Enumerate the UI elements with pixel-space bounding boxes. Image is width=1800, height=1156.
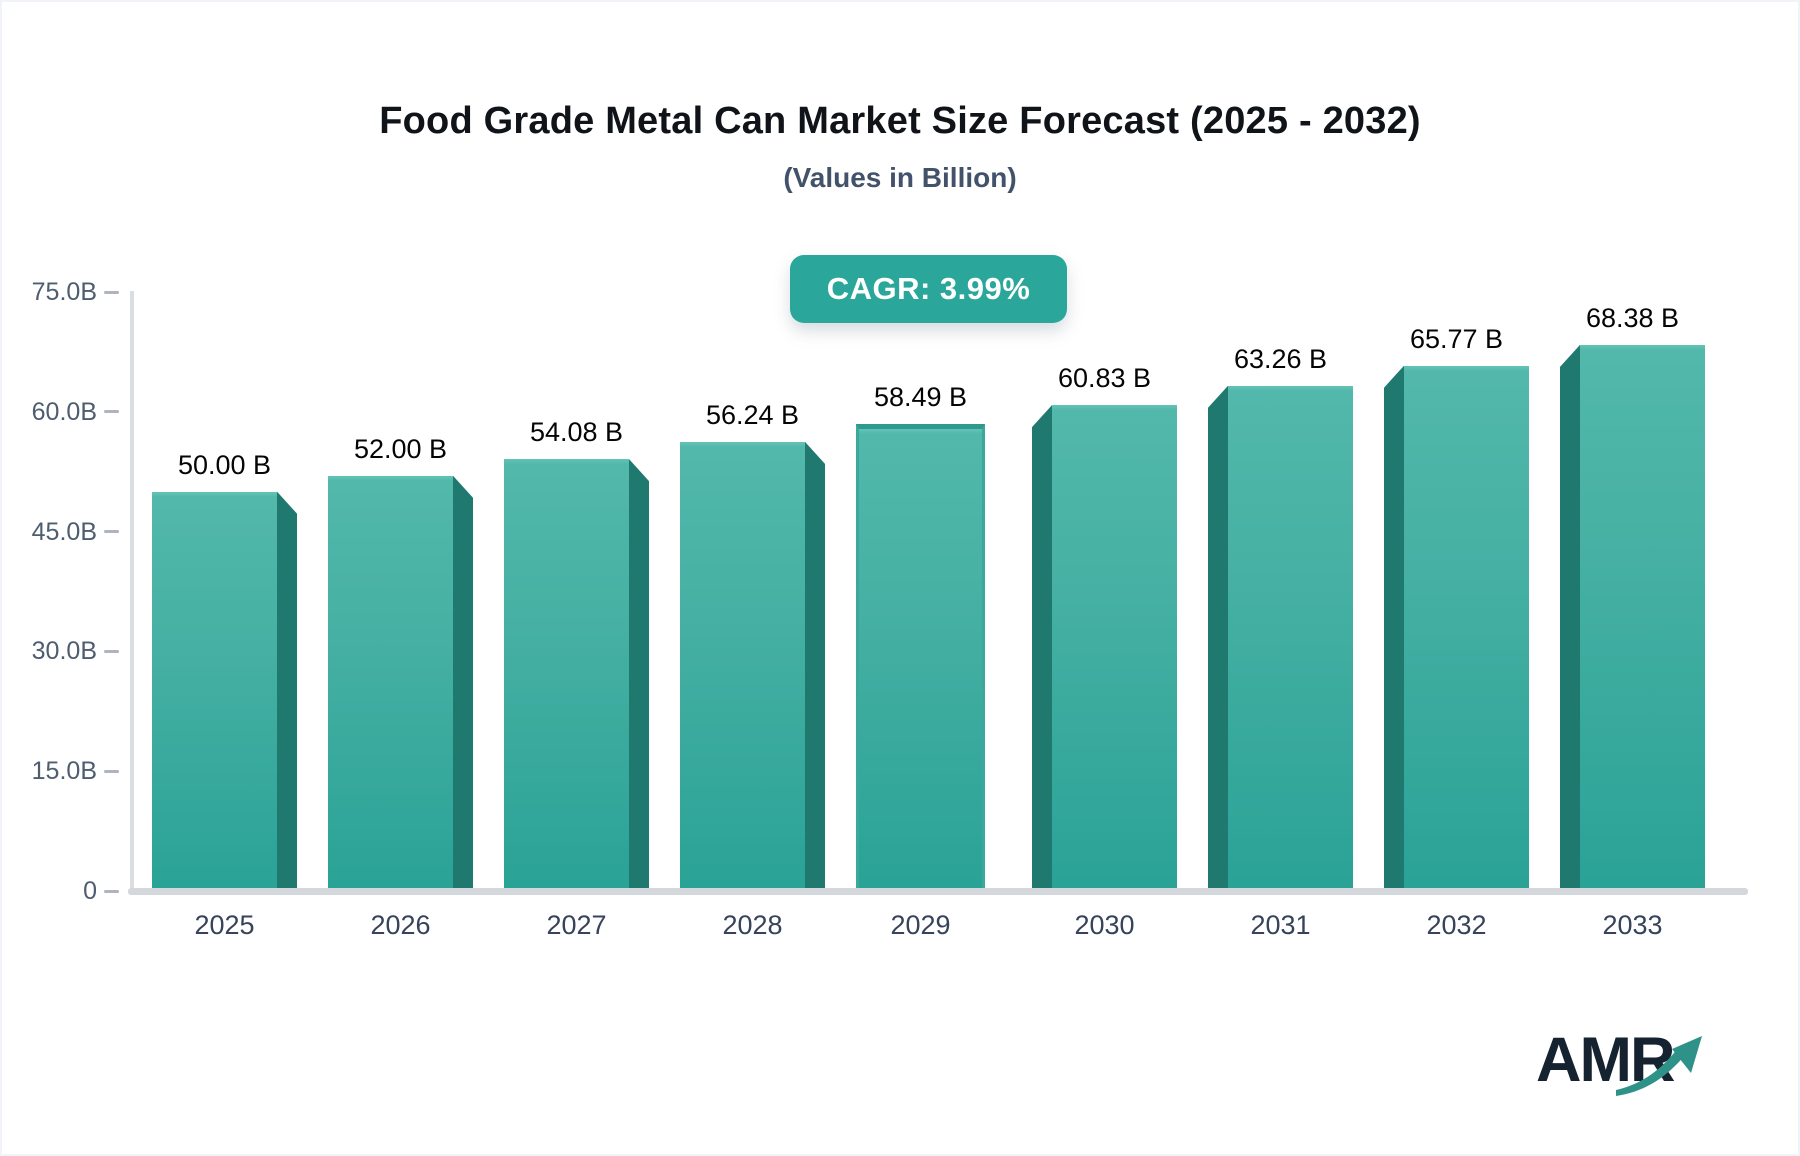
bar-2028[interactable] [680,441,805,891]
x-axis-label: 2032 [1426,910,1487,940]
bar-value-label: 58.49 B [873,381,968,412]
x-axis-baseline [128,888,1748,895]
y-axis-tick-mark [104,290,119,294]
bar-side-face [453,475,473,891]
y-axis-tick-label: 75.0B [31,278,97,306]
chart-subtitle: (Values in Billion) [783,162,1017,193]
bar-side-face [629,459,649,891]
x-axis-label: 2029 [890,910,951,940]
bar-2025[interactable] [152,491,277,891]
bar-2031[interactable] [1228,385,1353,891]
cagr-badge: CAGR: 3.99% [790,255,1067,323]
bar-value-label: 68.38 B [1585,302,1680,333]
y-axis-tick-label: 45.0B [31,517,97,546]
bar-side-face [1384,365,1404,891]
bar-value-label: 50.00 B [177,449,272,480]
bar-value-label: 63.26 B [1233,343,1328,374]
x-axis-label: 2027 [546,910,607,940]
y-axis-line [130,291,134,891]
y-axis-tick-label: 30.0B [31,637,97,666]
chart-title: Food Grade Metal Can Market Size Forecas… [379,100,1421,142]
bar-value-label: 60.83 B [1057,363,1152,394]
growth-arrow-icon [1616,1036,1702,1096]
bar-side-face [1560,344,1580,891]
bar-2033[interactable] [1580,344,1705,891]
x-axis-label: 2026 [370,910,431,940]
bar-2026[interactable] [328,475,453,891]
bar-side-face [1208,385,1228,891]
bar-value-label: 56.24 B [705,399,800,430]
bar-2027[interactable] [504,459,629,891]
x-axis-label: 2031 [1250,910,1311,940]
y-axis-tick-mark [104,889,119,893]
bar-side-face [1032,405,1052,891]
bar-2030[interactable] [1052,405,1177,891]
y-axis-tick-mark [104,769,119,773]
y-axis-tick-label: 15.0B [31,757,97,786]
y-axis-tick-mark [104,649,119,653]
amr-logo: AMR [1522,1024,1732,1119]
bar-side-face [277,491,297,891]
bar-side-face [805,441,825,891]
bar-2029[interactable] [856,423,985,891]
bar-value-label: 65.77 B [1409,323,1504,354]
bar-value-label: 54.08 B [529,417,624,448]
y-axis-tick-mark [104,530,119,534]
x-axis-label: 2030 [1074,910,1135,940]
x-axis-label: 2028 [722,910,783,940]
y-axis-tick-label: 0 [83,877,97,905]
y-axis-tick-mark [104,410,119,414]
bar-2032[interactable] [1404,365,1529,891]
bar-value-label: 52.00 B [353,433,448,464]
y-axis-tick-label: 60.0B [31,397,97,426]
x-axis-label: 2025 [194,910,255,940]
x-axis-label: 2033 [1602,910,1663,940]
cagr-badge-label: CAGR: 3.99% [826,271,1031,306]
